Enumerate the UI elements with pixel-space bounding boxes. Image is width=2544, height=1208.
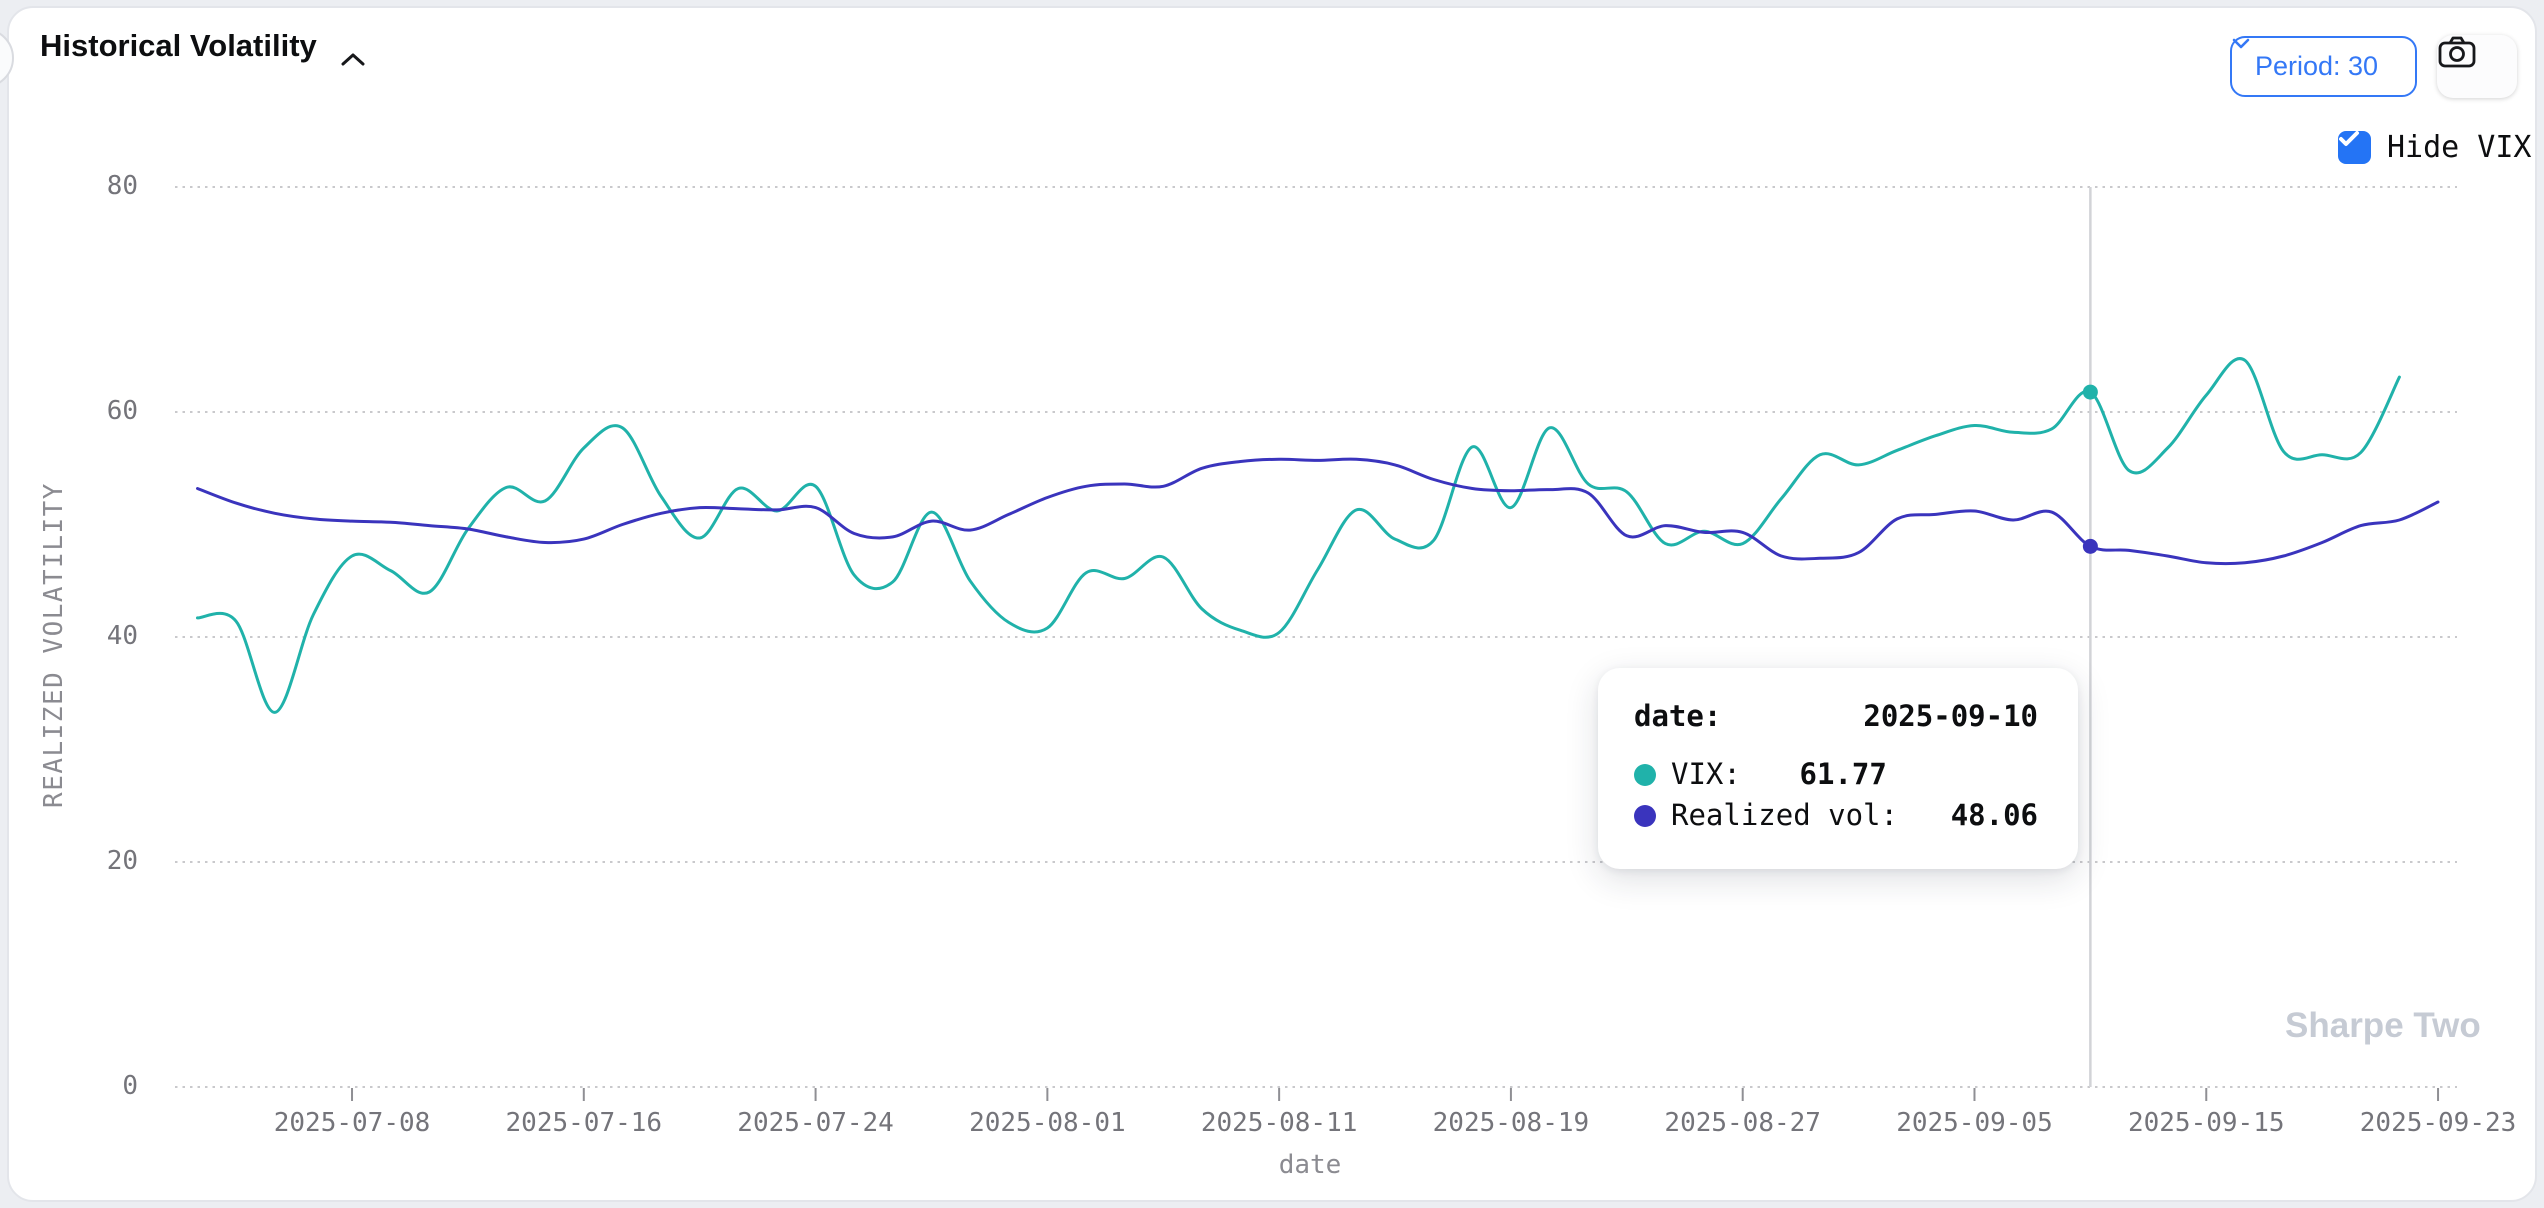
x-axis-title: date — [1278, 1150, 1342, 1180]
x-tick-label: 2025-07-16 — [505, 1108, 663, 1138]
crosshair-marker-vix — [2082, 384, 2098, 400]
tooltip-date-value: 2025-09-10 — [1863, 699, 2038, 733]
x-tick-label: 2025-08-27 — [1664, 1108, 1821, 1138]
chart-tooltip: date: 2025-09-10 VIX: 61.77 Realized vol… — [1598, 668, 2078, 869]
tooltip-realized-value: 48.06 — [1950, 798, 2038, 832]
tooltip-vix-row: VIX: 61.77 — [1634, 754, 2038, 795]
screenshot-button[interactable] — [2437, 35, 2517, 98]
tooltip-date-row: date: 2025-09-10 — [1634, 698, 2038, 734]
period-dropdown-button[interactable]: Period: 30 — [2230, 36, 2417, 97]
y-tick-label: 80 — [106, 171, 138, 201]
period-dropdown-label: Period: 30 — [2254, 51, 2379, 81]
tooltip-vix-value: 61.77 — [1799, 757, 1887, 791]
tooltip-date-label: date: — [1634, 699, 1722, 733]
chart-card — [7, 6, 2537, 1202]
collapse-chevron-up-icon[interactable] — [340, 52, 366, 68]
x-tick-label: 2025-09-15 — [2127, 1108, 2285, 1138]
y-axis-title: REALIZED VOLATILITY — [39, 482, 69, 808]
x-tick-label: 2025-09-23 — [2359, 1108, 2517, 1138]
hide-vix-checkbox[interactable] — [2338, 131, 2371, 164]
brand-watermark: Sharpe Two — [2285, 1006, 2481, 1045]
realized-series-dot — [1634, 804, 1656, 827]
checkmark-icon — [2339, 131, 2359, 146]
x-tick-label: 2025-07-08 — [273, 1108, 431, 1138]
x-tick-label: 2025-07-24 — [737, 1108, 894, 1138]
crosshair-marker-realized-vol — [2082, 538, 2098, 554]
series-line-realized-vol — [196, 457, 2440, 566]
x-tick-label: 2025-09-05 — [1896, 1108, 2053, 1138]
tooltip-realized-label: Realized vol: — [1671, 798, 1898, 832]
tooltip-realized-row: Realized vol: 48.06 — [1634, 795, 2038, 836]
tooltip-vix-label: VIX: — [1671, 757, 1741, 791]
y-tick-label: 20 — [106, 846, 138, 876]
hide-vix-label: Hide VIX — [2387, 130, 2532, 165]
y-tick-label: 40 — [106, 621, 138, 651]
x-tick-label: 2025-08-01 — [969, 1108, 1126, 1138]
hide-vix-control[interactable]: Hide VIX — [2338, 130, 2532, 165]
y-tick-label: 0 — [122, 1071, 138, 1101]
y-tick-label: 60 — [106, 396, 138, 426]
vix-series-dot — [1634, 763, 1656, 786]
series-line-vix — [196, 357, 2401, 714]
page-title: Historical Volatility — [40, 28, 317, 63]
x-tick-label: 2025-08-19 — [1432, 1108, 1590, 1138]
x-tick-label: 2025-08-11 — [1200, 1108, 1358, 1138]
